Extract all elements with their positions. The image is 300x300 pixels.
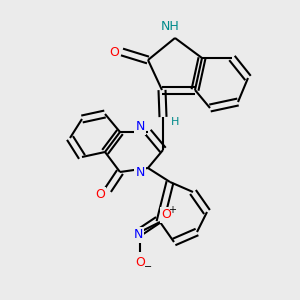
Text: −: −	[144, 262, 152, 272]
Text: NH: NH	[160, 20, 179, 32]
Text: N: N	[135, 167, 145, 179]
Text: H: H	[171, 117, 179, 127]
Text: O: O	[109, 46, 119, 59]
Text: O: O	[135, 256, 145, 268]
Text: O: O	[161, 208, 171, 221]
Text: +: +	[168, 205, 176, 215]
Text: N: N	[135, 121, 145, 134]
Text: N: N	[133, 229, 143, 242]
Text: O: O	[95, 188, 105, 202]
